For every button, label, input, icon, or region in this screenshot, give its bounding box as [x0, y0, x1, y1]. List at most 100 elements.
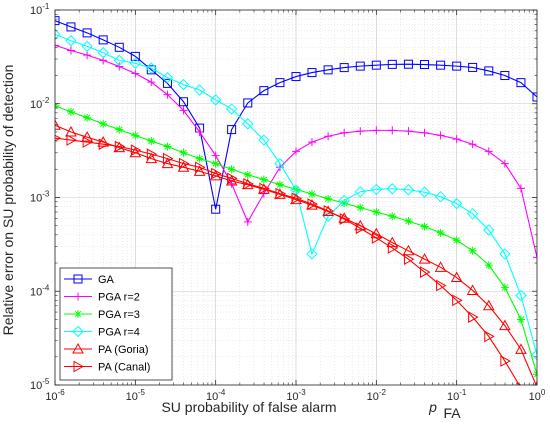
legend-marker	[74, 310, 82, 318]
data-point	[403, 59, 413, 69]
data-point	[211, 204, 221, 214]
series-1	[55, 41, 537, 262]
data-point	[130, 51, 140, 61]
data-point	[515, 289, 527, 302]
data-point	[99, 119, 108, 128]
data-point	[420, 128, 429, 137]
data-point	[483, 224, 495, 236]
data-point	[179, 148, 188, 157]
data-point	[402, 184, 415, 196]
data-point	[242, 118, 254, 130]
data-point	[131, 131, 140, 140]
data-point	[161, 71, 174, 84]
legend-item: PA (Goria)	[64, 342, 149, 356]
data-point	[386, 183, 398, 195]
data-point	[356, 127, 365, 136]
data-point	[436, 228, 445, 237]
data-point	[193, 165, 206, 176]
data-point	[482, 299, 495, 311]
data-point	[533, 253, 537, 262]
data-point	[227, 165, 236, 174]
y-tick-labels: 10-5 10-4 10-3 10-2 10-1	[30, 2, 50, 392]
data-point	[55, 16, 60, 26]
data-point	[55, 41, 59, 50]
legend-item: PA (Canal)	[64, 360, 150, 374]
data-point	[307, 198, 318, 210]
data-point	[484, 330, 495, 343]
data-point	[403, 253, 415, 265]
data-point	[113, 54, 125, 67]
data-point	[388, 126, 397, 135]
data-point	[81, 131, 93, 142]
data-point	[516, 315, 525, 324]
data-point	[500, 355, 511, 367]
data-point	[339, 213, 351, 225]
data-point	[225, 174, 238, 186]
data-point	[83, 113, 92, 122]
data-point	[387, 59, 397, 69]
x-tick-label: 10-1	[447, 388, 467, 403]
legend-item: PGA r=4	[64, 325, 140, 339]
data-point	[323, 205, 335, 217]
data-point	[55, 134, 62, 142]
data-point	[404, 217, 413, 226]
data-point	[274, 157, 286, 170]
data-point	[307, 138, 316, 147]
data-point	[275, 78, 285, 88]
data-point	[484, 261, 493, 270]
data-point	[66, 134, 77, 146]
data-point	[354, 219, 367, 231]
data-point	[372, 208, 381, 217]
data-point	[243, 170, 252, 179]
data-point	[371, 60, 381, 70]
series-0	[55, 16, 537, 214]
data-point	[83, 51, 92, 60]
data-point	[211, 151, 220, 160]
data-point	[146, 148, 158, 160]
legend-label: PGA r=3	[98, 309, 140, 321]
legend-label: PGA r=4	[98, 327, 140, 339]
data-point	[388, 212, 397, 221]
data-point	[81, 40, 93, 53]
data-point	[130, 144, 142, 156]
data-point	[484, 147, 493, 156]
data-point	[516, 78, 526, 88]
data-point	[372, 126, 381, 135]
data-point	[404, 127, 413, 136]
data-point	[500, 159, 509, 168]
data-point	[209, 94, 222, 106]
data-point	[436, 279, 447, 292]
data-point	[227, 172, 238, 185]
x-axis-symbol: p	[428, 399, 437, 415]
data-point	[291, 72, 301, 82]
data-point	[338, 194, 350, 207]
data-point	[450, 197, 463, 210]
data-point	[452, 236, 461, 245]
y-tick-label: 10-2	[30, 96, 50, 111]
data-point	[370, 183, 383, 196]
legend-label: PA (Canal)	[98, 362, 150, 374]
data-point	[259, 86, 269, 96]
data-point	[179, 106, 188, 115]
data-point	[98, 138, 110, 151]
data-point	[227, 125, 237, 135]
data-point	[436, 60, 446, 70]
x-tick-label: 100	[529, 388, 546, 403]
data-point	[356, 203, 365, 212]
data-point	[466, 208, 479, 220]
data-point	[162, 152, 174, 165]
data-point	[97, 47, 109, 59]
data-point	[291, 192, 303, 205]
data-point	[163, 90, 172, 99]
data-point	[211, 159, 220, 168]
data-point	[516, 184, 525, 193]
data-point	[452, 61, 462, 71]
data-point	[115, 62, 124, 71]
legend-label: PGA r=2	[98, 292, 140, 304]
legend-label: GA	[98, 274, 115, 286]
y-tick-label: 10-3	[30, 190, 50, 205]
data-point	[420, 222, 429, 231]
data-point	[195, 154, 204, 163]
data-point	[258, 134, 270, 146]
axis-ticks	[54, 9, 538, 386]
